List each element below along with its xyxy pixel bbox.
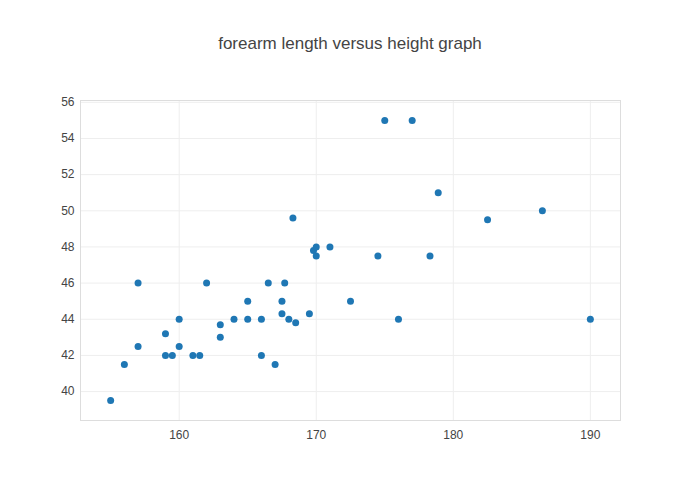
svg-text:46: 46: [61, 276, 75, 290]
svg-text:160: 160: [169, 428, 189, 442]
svg-text:48: 48: [61, 240, 75, 254]
html-text:forearm length versus height g: forearm length versus height graph: [218, 34, 482, 53]
svg-text:56: 56: [61, 95, 75, 109]
svg-text:180: 180: [443, 428, 463, 442]
svg-text:54: 54: [61, 131, 75, 145]
svg-text:190: 190: [580, 428, 600, 442]
svg-text:42: 42: [61, 348, 75, 362]
svg-text:50: 50: [61, 204, 75, 218]
svg-text:40: 40: [61, 384, 75, 398]
svg-text:52: 52: [61, 167, 75, 181]
svg-text:44: 44: [61, 312, 75, 326]
svg-text:170: 170: [306, 428, 326, 442]
